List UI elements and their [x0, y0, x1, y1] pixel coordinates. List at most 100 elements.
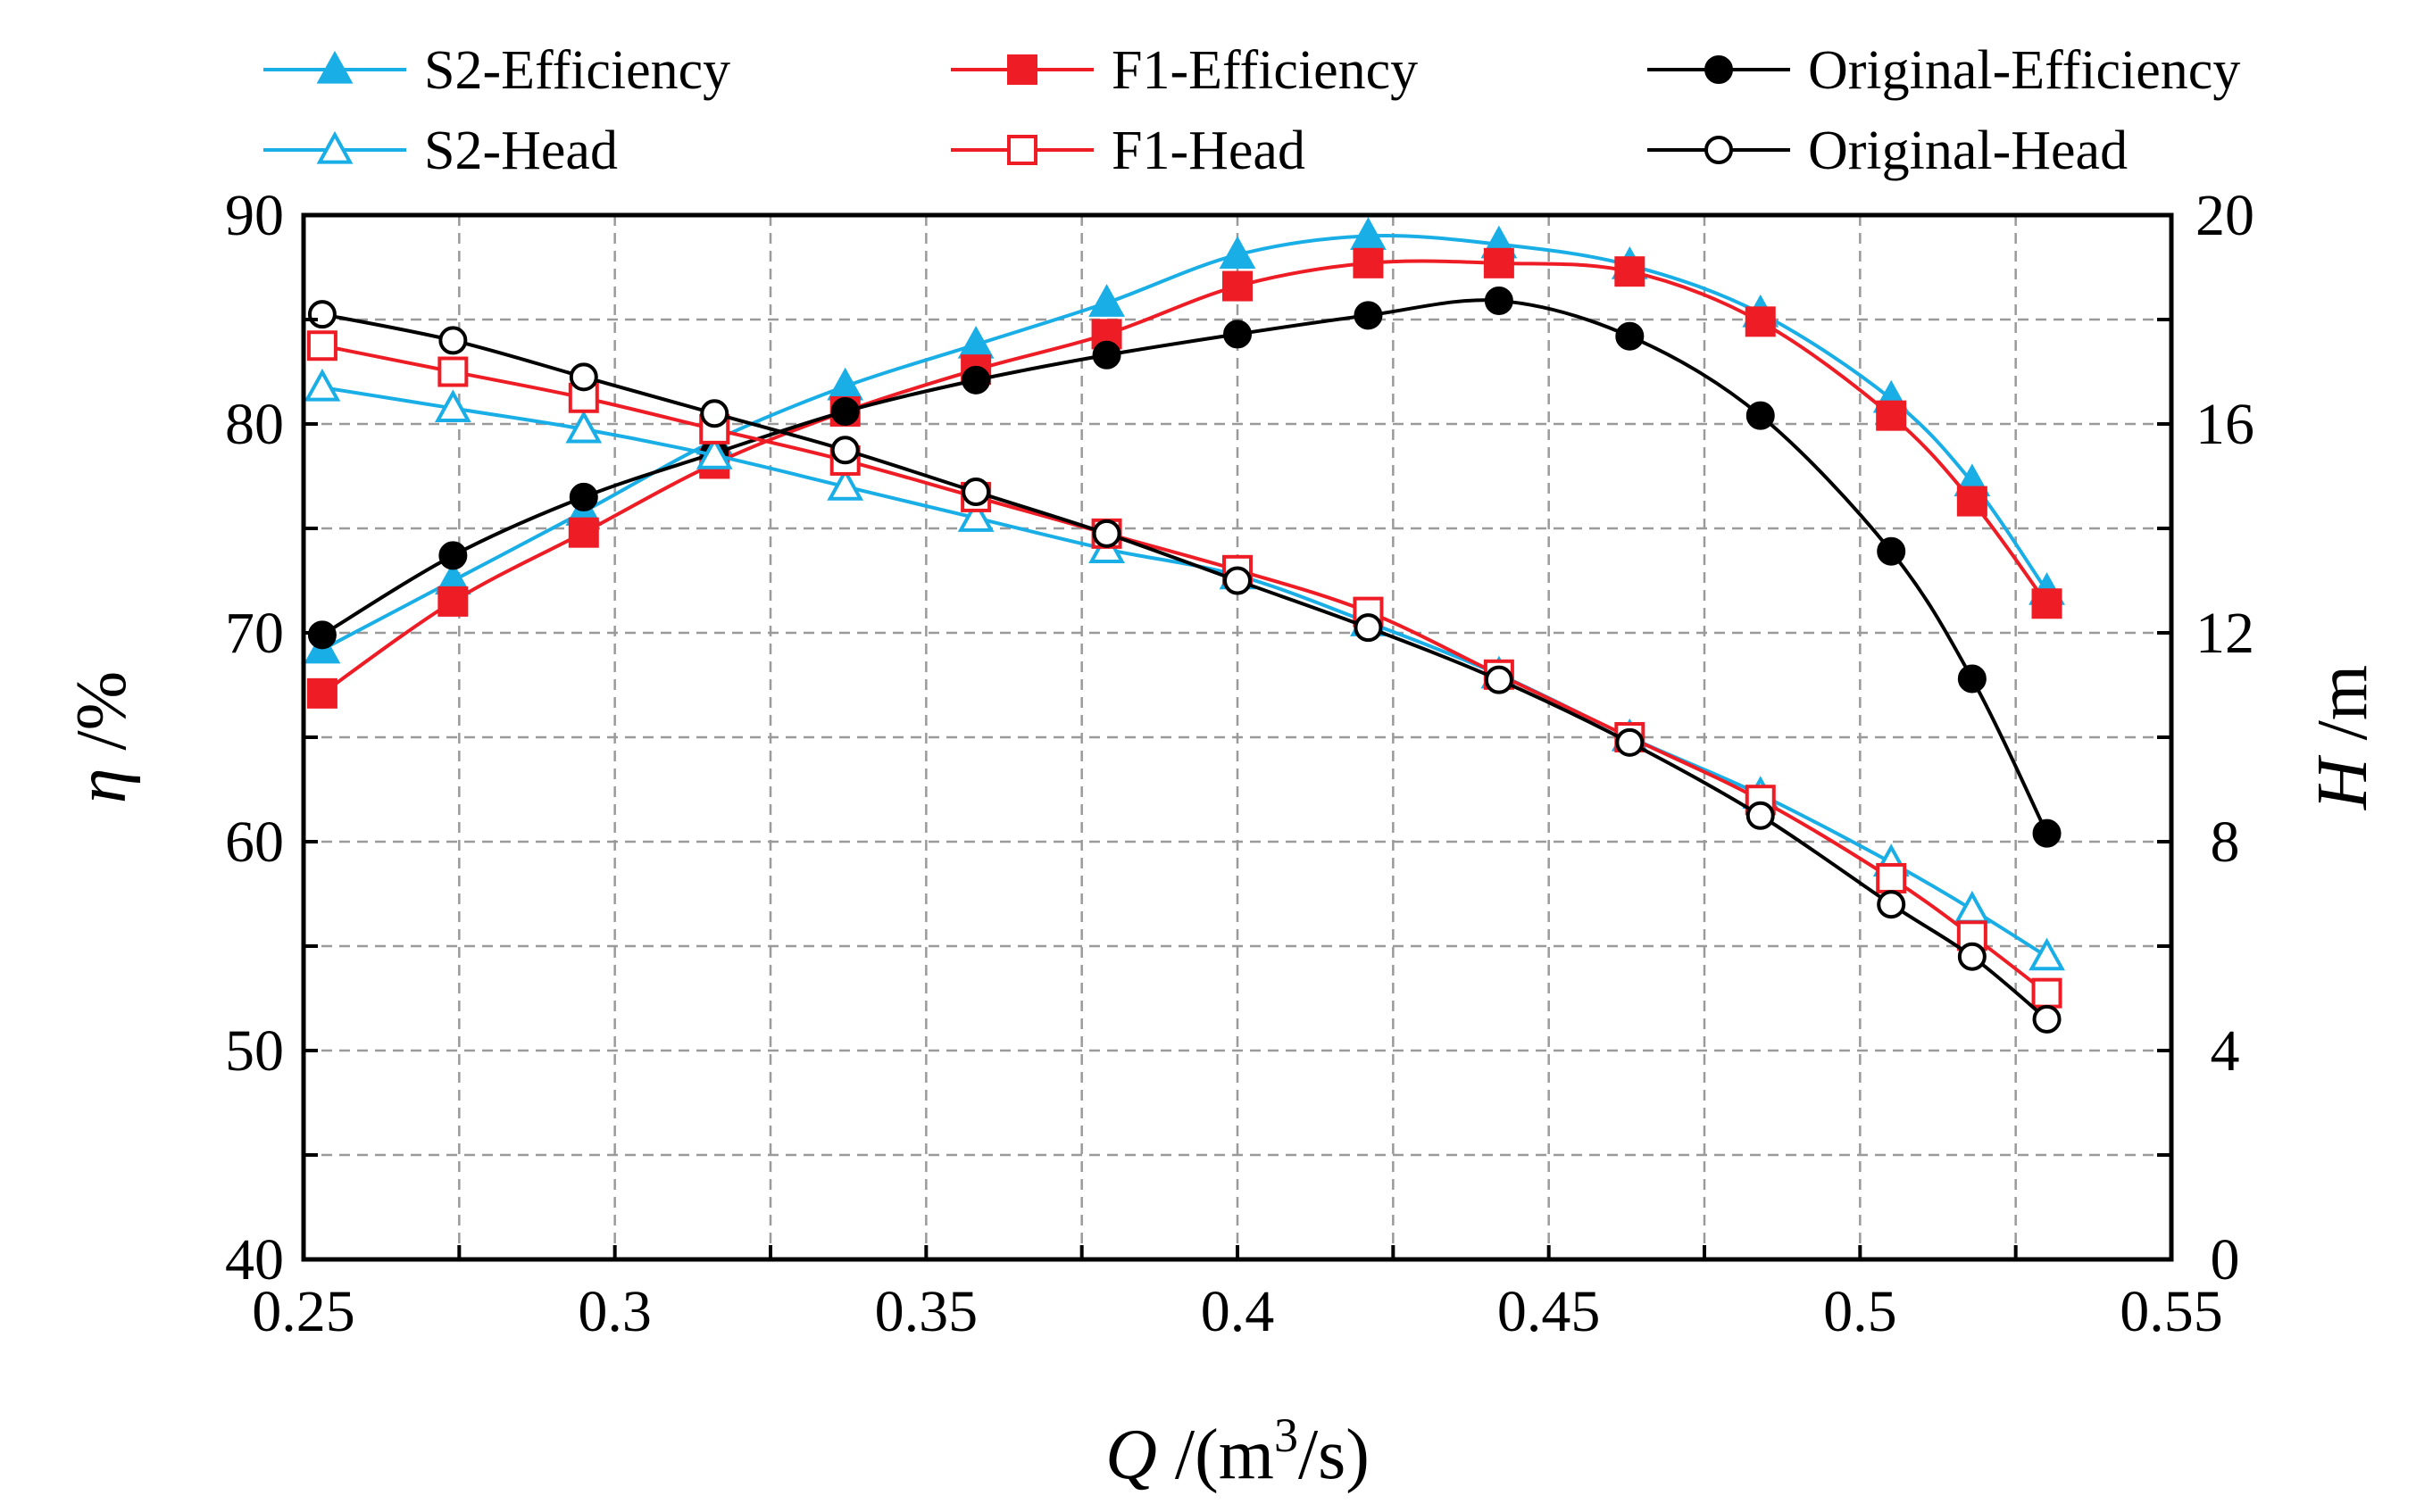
- legend-item: Original-Efficiency: [1647, 40, 2240, 101]
- legend-label: F1-Efficiency: [1112, 40, 1418, 101]
- x-axis-unit-suffix: /s): [1298, 1416, 1370, 1494]
- legend-marker: [316, 130, 354, 164]
- data-point: [700, 399, 729, 428]
- data-point: [1354, 613, 1383, 643]
- y-left-tick-label: 60: [225, 810, 284, 875]
- data-point: [1877, 890, 1906, 919]
- legend-marker: [1007, 54, 1037, 85]
- data-point: [568, 382, 599, 413]
- data-point: [304, 368, 341, 402]
- series-layer: [304, 217, 2065, 1034]
- data-point: [1745, 306, 1776, 337]
- x-tick-label: 0.55: [2120, 1279, 2223, 1344]
- data-point: [568, 517, 599, 548]
- data-point: [1876, 400, 1907, 431]
- data-point: [1745, 401, 1775, 430]
- y-left-tick-label: 50: [225, 1018, 284, 1084]
- data-point: [1957, 664, 1987, 694]
- y-left-tick-label: 70: [225, 601, 284, 666]
- data-point: [1615, 321, 1645, 351]
- data-point: [827, 468, 864, 501]
- y-right-tick-label: 16: [2195, 392, 2254, 457]
- data-point: [307, 620, 337, 650]
- data-point: [1219, 236, 1256, 270]
- y-left-tick-label: 90: [225, 183, 284, 248]
- data-point: [1484, 665, 1513, 694]
- ticks: 0.25 0.3 0.35 0.4 0.45 0.5 0.55 40 50 60 70 80 90 0 4 8…: [225, 183, 2254, 1344]
- x-tick-label: 0.25: [252, 1279, 355, 1344]
- data-point: [1614, 256, 1645, 287]
- data-point: [1877, 536, 1906, 566]
- y-left-axis-var: η: [62, 768, 141, 804]
- y-right-axis-title: H /m: [2304, 665, 2382, 810]
- legend-marker: [316, 50, 354, 84]
- data-point: [569, 482, 598, 511]
- y-right-tick-label: 8: [2211, 810, 2240, 875]
- data-point: [2031, 588, 2062, 619]
- x-axis-title: Q /(m3/s): [1105, 1408, 1370, 1494]
- x-tick-label: 0.5: [1823, 1279, 1897, 1344]
- data-point: [2032, 818, 2062, 848]
- data-point: [306, 677, 337, 709]
- data-point: [1957, 942, 1987, 971]
- legend-item: S2-Head: [263, 120, 618, 181]
- y-right-tick-label: 12: [2195, 601, 2254, 666]
- y-left-tick-label: 80: [225, 392, 284, 457]
- data-point: [1088, 284, 1125, 317]
- data-point: [830, 396, 860, 426]
- data-point: [1956, 486, 1987, 517]
- data-point: [962, 478, 991, 507]
- legend-item: F1-Head: [951, 120, 1305, 181]
- legend: S2-Efficiency F1-Efficiency Original-Effic…: [263, 40, 2240, 181]
- y-left-axis-unit: /%: [62, 671, 141, 768]
- legend-marker: [1007, 135, 1037, 165]
- data-point: [1354, 301, 1383, 330]
- x-tick-label: 0.45: [1497, 1279, 1601, 1344]
- data-point: [1092, 340, 1121, 370]
- data-point: [565, 410, 603, 444]
- data-point: [307, 300, 337, 329]
- legend-label: Original-Head: [1808, 120, 2128, 181]
- data-point: [569, 362, 598, 392]
- data-point: [306, 330, 337, 361]
- data-point: [438, 326, 468, 355]
- legend-item: Original-Head: [1647, 120, 2128, 181]
- x-axis-var: Q: [1105, 1416, 1157, 1494]
- legend-marker: [1704, 136, 1733, 164]
- legend-label: S2-Efficiency: [424, 40, 730, 101]
- legend-item: S2-Efficiency: [263, 40, 730, 101]
- y-right-axis-unit: /m: [2304, 665, 2382, 758]
- x-axis-unit-sup: 3: [1274, 1408, 1298, 1462]
- x-axis-unit-prefix: /(m: [1157, 1416, 1274, 1494]
- series-original-efficiency: [307, 286, 2062, 848]
- data-point: [957, 499, 995, 532]
- data-point: [696, 436, 733, 469]
- data-point: [434, 389, 471, 423]
- data-point: [1223, 320, 1252, 349]
- y-left-axis-title: η /%: [62, 671, 141, 804]
- data-point: [438, 541, 468, 570]
- legend-item: F1-Efficiency: [951, 40, 1418, 101]
- y-right-axis-var: H: [2304, 754, 2382, 810]
- y-right-tick-label: 4: [2211, 1018, 2240, 1084]
- legend-label: F1-Head: [1112, 120, 1305, 181]
- grid: [304, 215, 2171, 1259]
- legend-label: S2-Head: [424, 120, 618, 181]
- data-point: [1745, 801, 1775, 830]
- data-point: [1223, 566, 1252, 595]
- data-point: [1353, 247, 1384, 278]
- data-point: [1222, 270, 1253, 302]
- data-point: [1484, 286, 1513, 315]
- data-point: [1615, 727, 1645, 757]
- data-point: [437, 356, 469, 387]
- legend-marker: [1704, 55, 1733, 84]
- series-original-head: [307, 300, 2062, 1034]
- y-right-tick-label: 0: [2211, 1227, 2240, 1292]
- y-right-tick-label: 20: [2195, 183, 2254, 248]
- data-point: [437, 586, 469, 617]
- x-tick-label: 0.3: [578, 1279, 652, 1344]
- data-point: [1483, 247, 1514, 278]
- data-point: [2031, 977, 2062, 1009]
- y-left-tick-label: 40: [225, 1227, 284, 1292]
